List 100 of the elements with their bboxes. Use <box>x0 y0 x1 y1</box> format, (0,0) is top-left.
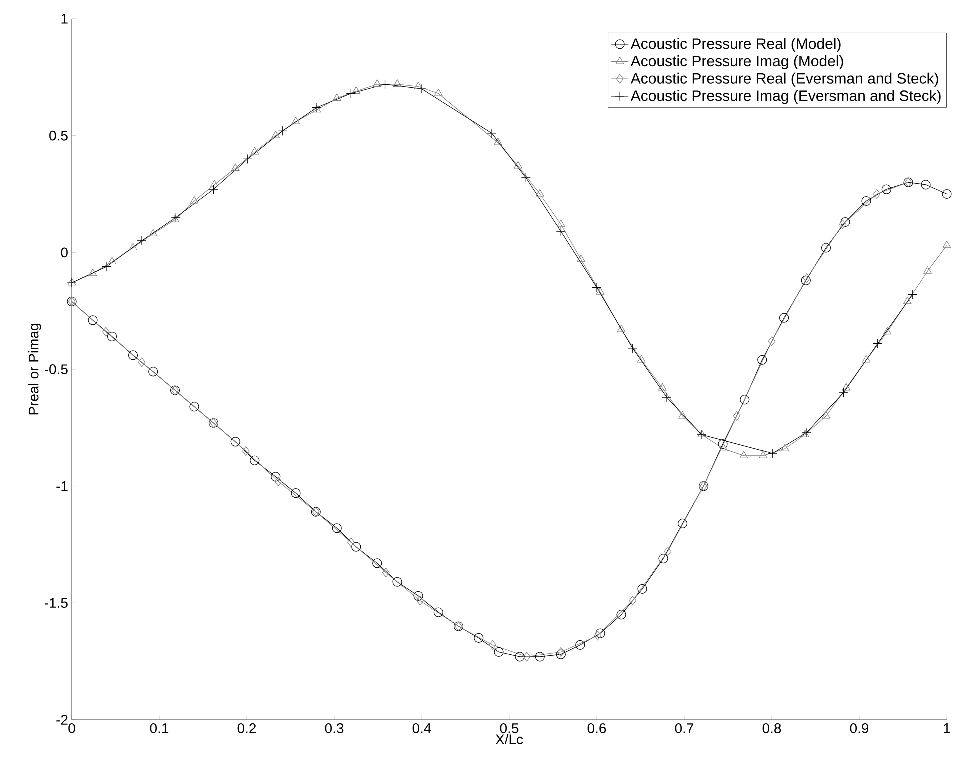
point <box>392 577 402 587</box>
point <box>271 472 281 482</box>
point <box>678 411 687 419</box>
x-tick-label: 0.4 <box>412 724 432 734</box>
point <box>382 568 390 578</box>
point <box>903 296 912 304</box>
point <box>312 105 322 113</box>
point <box>347 538 355 548</box>
point <box>190 196 199 204</box>
point <box>474 633 484 644</box>
point <box>102 327 110 337</box>
y-tick-label: -1.5 <box>44 598 68 608</box>
point <box>230 437 240 447</box>
point <box>107 332 118 342</box>
point <box>862 196 872 206</box>
y-tick-label: 0.5 <box>50 130 68 141</box>
x-tick-label: 1 <box>944 724 950 734</box>
point <box>942 240 952 248</box>
point <box>250 147 260 155</box>
point <box>942 189 952 200</box>
point <box>373 80 382 87</box>
point <box>208 184 219 194</box>
point <box>557 647 565 658</box>
point <box>801 430 810 438</box>
x-tick-label: 0.5 <box>500 724 519 734</box>
point <box>629 596 637 606</box>
point <box>822 411 830 419</box>
point <box>171 212 181 222</box>
point <box>346 88 356 99</box>
point <box>862 355 871 363</box>
point <box>658 554 668 564</box>
point <box>658 383 667 391</box>
point <box>678 518 688 529</box>
point <box>274 476 282 486</box>
x-tick-label: 0.8 <box>762 724 782 734</box>
point <box>840 217 850 228</box>
point <box>921 180 931 190</box>
point <box>380 80 390 90</box>
y-axis-title: Preal or Pimag <box>28 324 42 415</box>
point <box>617 324 626 332</box>
point <box>414 591 424 601</box>
point <box>780 444 790 452</box>
point <box>108 257 116 265</box>
point <box>839 220 847 230</box>
point <box>523 652 531 662</box>
point <box>250 456 260 466</box>
point <box>352 86 361 94</box>
point <box>740 451 748 459</box>
point <box>637 355 646 363</box>
point <box>352 542 362 552</box>
point <box>759 451 768 459</box>
point <box>838 388 849 398</box>
point <box>414 82 423 90</box>
point <box>873 338 883 349</box>
point <box>616 610 626 620</box>
point <box>740 395 750 405</box>
y-tick-label: 1 <box>62 14 68 24</box>
y-tick-label: 0 <box>61 248 68 258</box>
point <box>129 243 138 251</box>
x-tick-label: 0.1 <box>150 724 169 734</box>
point <box>292 117 300 124</box>
point <box>88 316 98 326</box>
point <box>758 355 768 365</box>
point <box>393 80 402 87</box>
point <box>883 327 892 335</box>
point <box>664 546 672 557</box>
point <box>779 313 790 323</box>
point <box>924 266 932 274</box>
point <box>242 446 250 456</box>
point <box>720 444 728 452</box>
point <box>821 243 832 253</box>
point <box>278 126 288 136</box>
legend-label: Acoustic Pressure Real (Eversman and Steck) <box>630 72 938 87</box>
point <box>556 226 566 236</box>
x-axis-title: X/Lc <box>496 734 524 745</box>
point <box>190 402 200 412</box>
point <box>372 558 382 568</box>
y-tick-label: -1 <box>56 482 68 492</box>
point <box>138 358 146 368</box>
point <box>768 448 778 458</box>
point <box>514 161 522 169</box>
point <box>291 488 301 498</box>
point <box>231 164 240 172</box>
x-tick-label: 0.9 <box>850 724 869 734</box>
point <box>494 647 504 658</box>
point <box>417 84 427 94</box>
y-tick-label: -2 <box>56 715 68 725</box>
legend-label: Acoustic Pressure Imag (Model) <box>630 56 844 70</box>
x-tick-label: 0.7 <box>675 724 694 734</box>
point <box>768 336 776 346</box>
point <box>88 268 98 276</box>
point <box>434 88 443 96</box>
point <box>521 173 531 183</box>
y-tick-label: -0.5 <box>44 364 68 374</box>
point <box>128 350 138 360</box>
point <box>171 215 180 222</box>
point <box>494 138 502 146</box>
point <box>733 411 741 422</box>
point <box>596 628 606 638</box>
x-tick-label: 0.6 <box>588 724 606 734</box>
